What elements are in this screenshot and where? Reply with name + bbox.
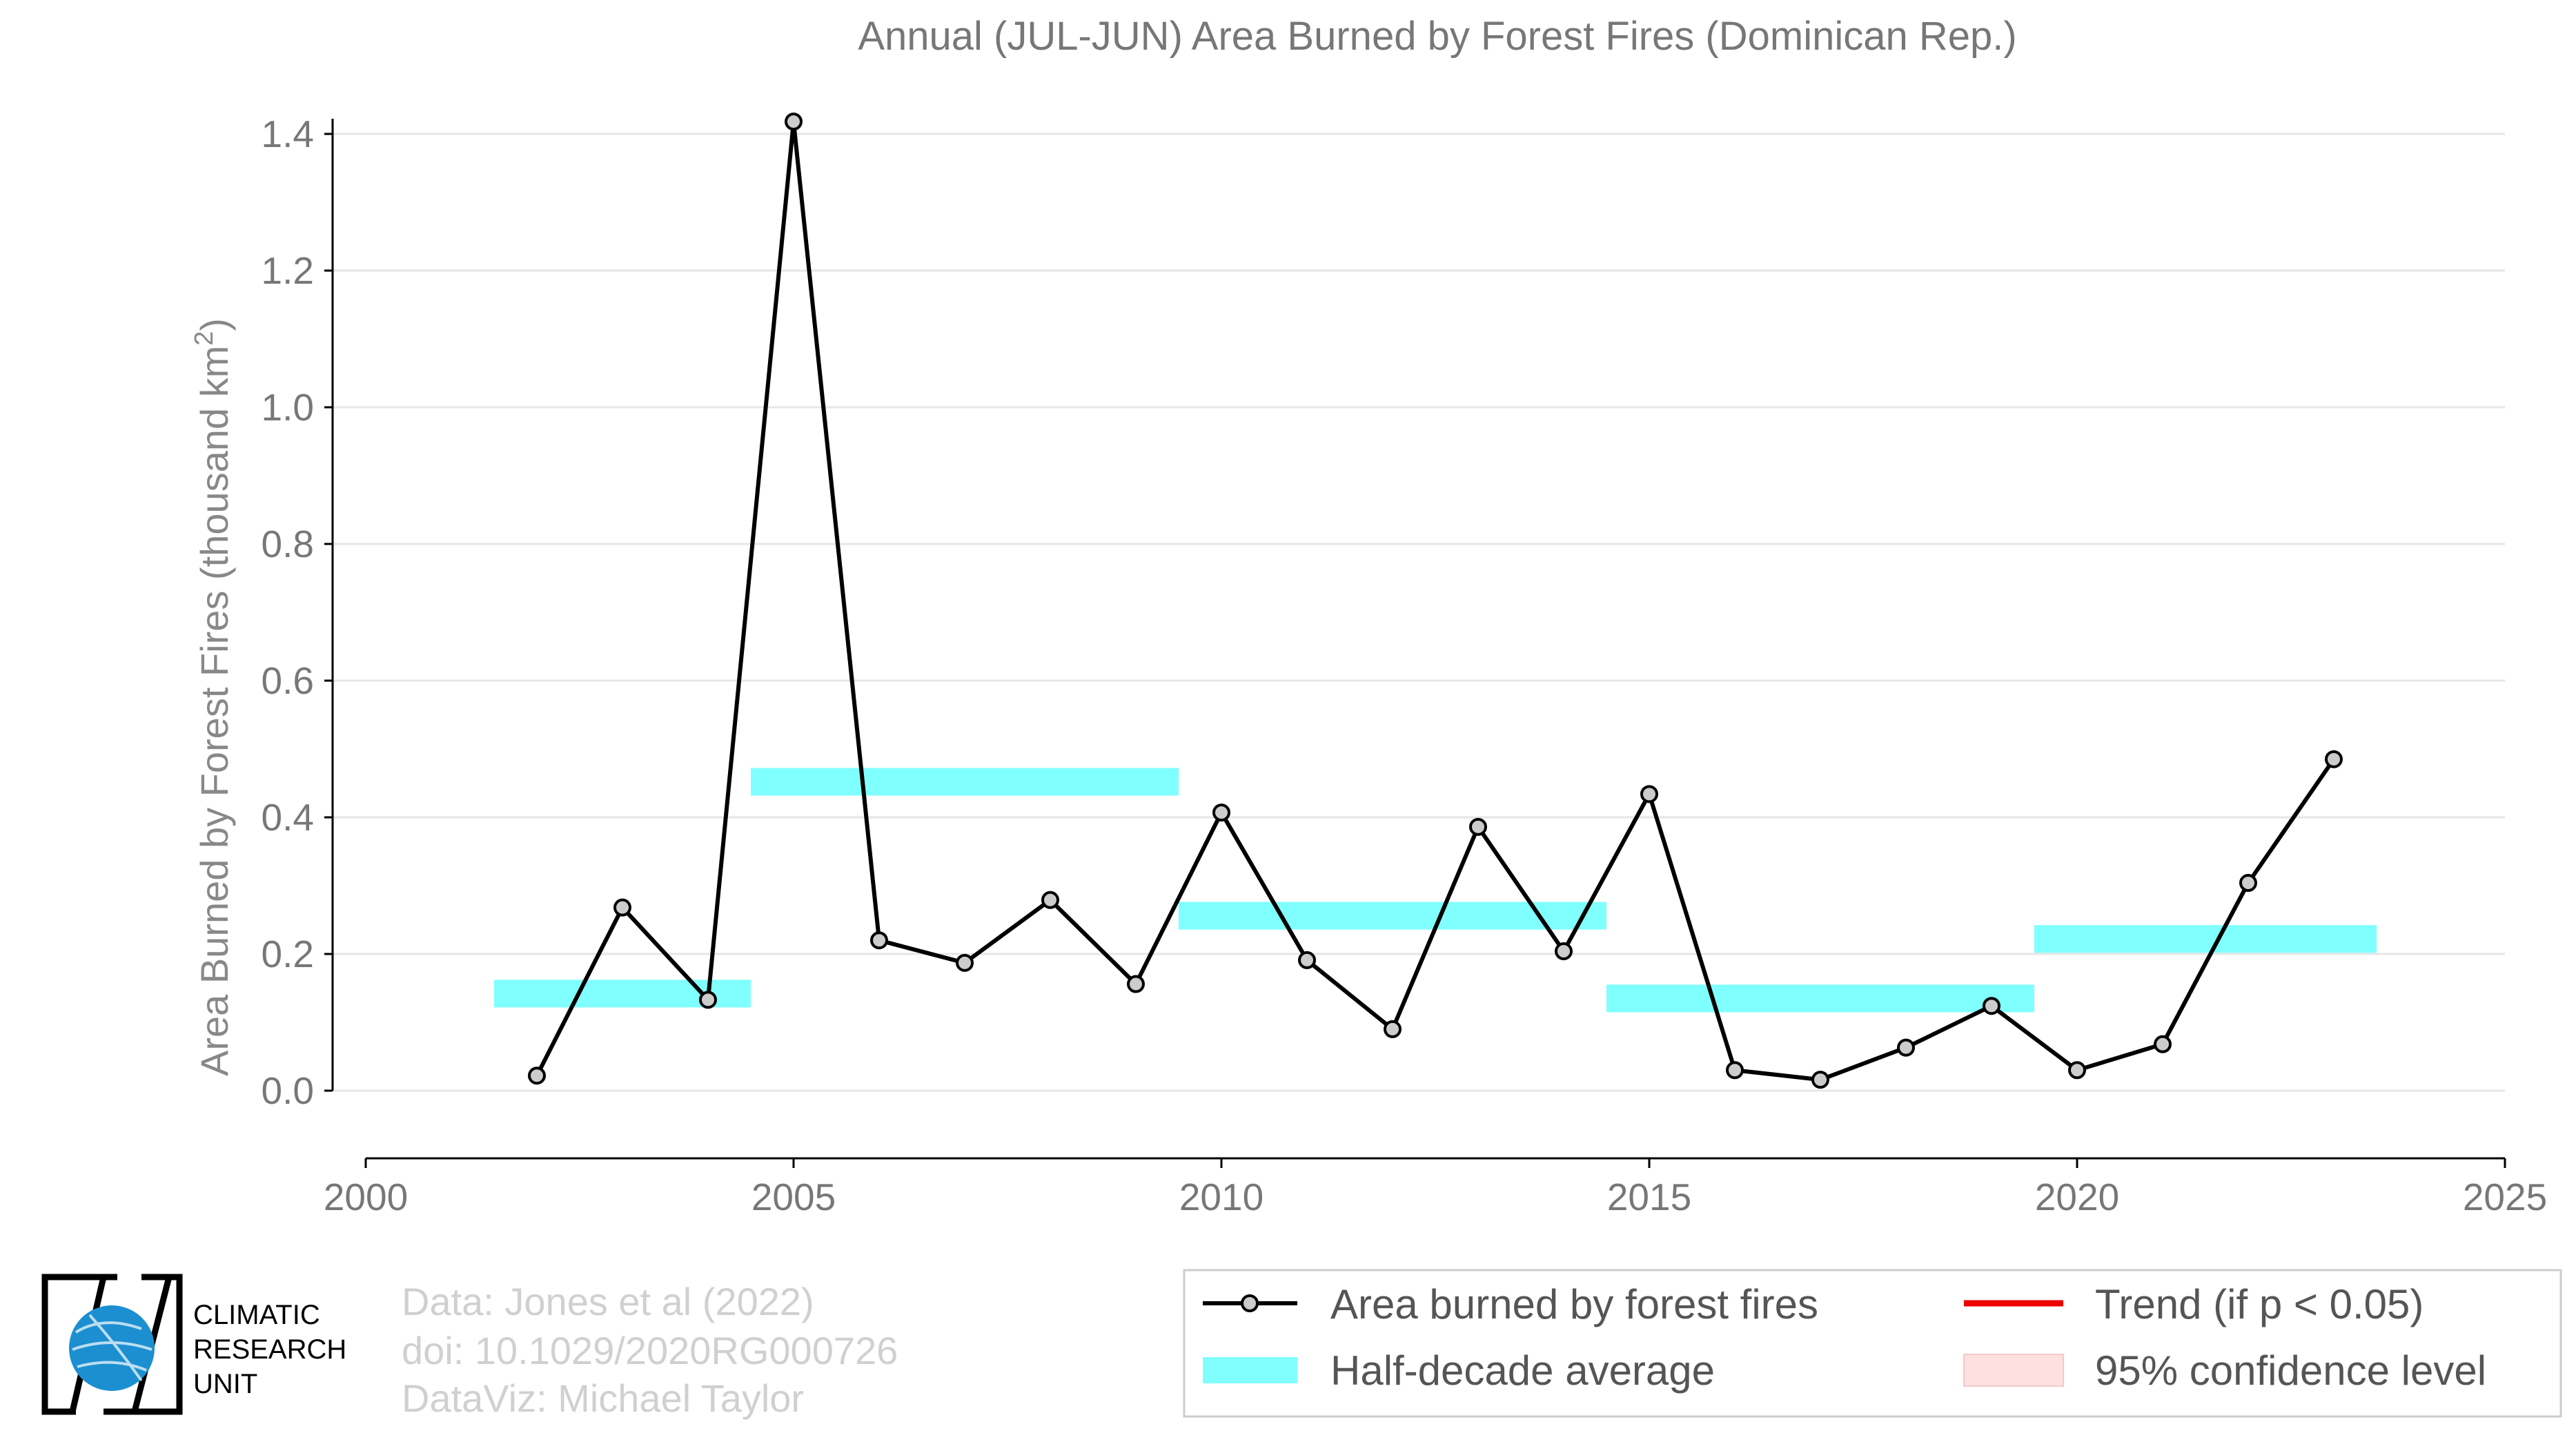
data-point bbox=[1127, 975, 1145, 993]
data-point bbox=[1983, 997, 2000, 1015]
legend: Area burned by forest fires Trend (if p … bbox=[1183, 1269, 2562, 1418]
data-point bbox=[1555, 942, 1573, 961]
x-axis: 2000 2005 2010 2015 2020 2025 bbox=[324, 1157, 2547, 1218]
globe-icon bbox=[69, 1305, 155, 1391]
legend-label-area-burned: Area burned by forest fires bbox=[1330, 1281, 1818, 1327]
y-tick-label: 1.2 bbox=[262, 249, 314, 292]
series-line-area-burned bbox=[535, 119, 2336, 1082]
half-decade-bar bbox=[751, 768, 1179, 796]
data-point bbox=[528, 1067, 546, 1085]
x-tick-label: 2015 bbox=[1607, 1176, 1691, 1218]
logo-text-research: RESEARCH bbox=[193, 1334, 346, 1365]
data-point bbox=[1384, 1020, 1402, 1038]
legend-box bbox=[1183, 1269, 2562, 1418]
data-point bbox=[1897, 1038, 1915, 1057]
half-decade-bar bbox=[2034, 925, 2377, 953]
data-point bbox=[2239, 874, 2257, 893]
y-tick-label: 0.0 bbox=[262, 1069, 314, 1112]
legend-marker-area-burned bbox=[1241, 1294, 1259, 1312]
logo-text-climatic: CLIMATIC bbox=[193, 1300, 320, 1330]
data-point bbox=[2325, 750, 2343, 768]
data-point bbox=[785, 113, 803, 131]
y-tick-label: 0.4 bbox=[262, 796, 314, 839]
y-tick-label: 0.2 bbox=[262, 933, 314, 975]
y-tick-label: 1.4 bbox=[262, 113, 314, 155]
x-tick-label: 2020 bbox=[2035, 1176, 2119, 1218]
y-axis-label-superscript: 2 bbox=[190, 331, 219, 346]
data-point bbox=[1469, 817, 1487, 836]
y-axis-label: Area Burned by Forest Fires (thousand km… bbox=[190, 318, 236, 1076]
y-axis-label-close: ) bbox=[193, 318, 236, 331]
chart-title: Annual (JUL-JUN) Area Burned by Forest F… bbox=[858, 14, 2016, 59]
data-point bbox=[1811, 1071, 1829, 1089]
logo-text-unit: UNIT bbox=[193, 1369, 257, 1399]
data-point bbox=[1212, 804, 1230, 822]
legend-swatch-confidence bbox=[1963, 1354, 2064, 1387]
x-tick-label: 2000 bbox=[324, 1176, 408, 1218]
half-decade-bars bbox=[494, 768, 2377, 1013]
credit-doi: doi: 10.1029/2020RG000726 bbox=[402, 1329, 898, 1372]
data-point bbox=[1298, 951, 1316, 969]
legend-label-half-decade: Half-decade average bbox=[1330, 1347, 1715, 1394]
y-tick-label: 1.0 bbox=[262, 386, 314, 429]
data-point bbox=[1041, 890, 1059, 909]
data-point bbox=[1640, 785, 1658, 804]
legend-swatch-half-decade bbox=[1203, 1357, 1297, 1383]
globe-swirl bbox=[72, 1314, 153, 1382]
gridlines bbox=[333, 133, 2505, 1092]
y-tick-label: 0.6 bbox=[262, 659, 314, 702]
data-point bbox=[2154, 1035, 2172, 1053]
data-point bbox=[870, 931, 888, 950]
y-tick-label: 0.8 bbox=[262, 523, 314, 565]
x-tick-label: 2025 bbox=[2463, 1176, 2547, 1218]
data-point bbox=[2068, 1061, 2086, 1080]
legend-label-confidence: 95% confidence level bbox=[2095, 1347, 2486, 1394]
credit-dataviz: DataViz: Michael Taylor bbox=[402, 1376, 804, 1420]
cru-logo: CLIMATIC RESEARCH UNIT bbox=[41, 1274, 346, 1415]
data-point bbox=[956, 953, 974, 972]
x-tick-label: 2005 bbox=[751, 1176, 836, 1218]
y-axis-label-main: Area Burned by Forest Fires (thousand km bbox=[193, 346, 236, 1076]
half-decade-bar bbox=[1179, 902, 1606, 930]
y-axis: 0.0 0.2 0.4 0.6 0.8 1.0 1.2 1.4 bbox=[262, 113, 334, 1112]
data-point bbox=[699, 991, 717, 1009]
data-point bbox=[1726, 1061, 1744, 1080]
half-decade-bar bbox=[1606, 984, 2034, 1013]
series-area-burned bbox=[528, 113, 2343, 1089]
data-point bbox=[613, 898, 631, 917]
x-tick-label: 2010 bbox=[1179, 1176, 1264, 1218]
credit-data: Data: Jones et al (2022) bbox=[402, 1280, 814, 1323]
legend-label-trend: Trend (if p < 0.05) bbox=[2095, 1281, 2423, 1327]
